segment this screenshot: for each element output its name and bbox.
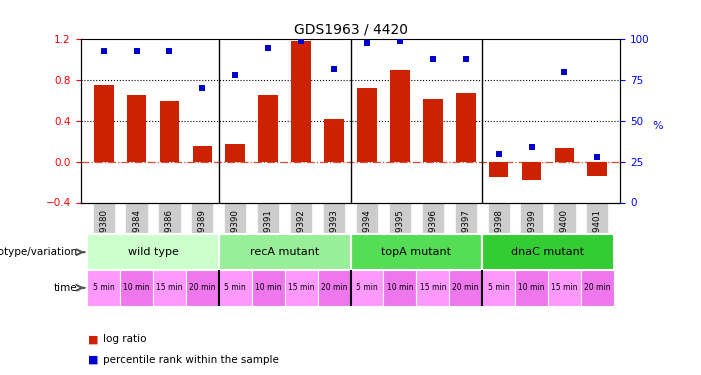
Bar	[423, 99, 442, 162]
Bar	[554, 148, 574, 162]
Text: log ratio: log ratio	[103, 334, 147, 344]
Bar	[87, 234, 219, 270]
Bar	[449, 270, 482, 306]
Point	[197, 86, 208, 92]
Bar	[489, 162, 508, 177]
Bar	[548, 270, 581, 306]
Bar	[390, 70, 410, 162]
Point	[559, 69, 570, 75]
Text: 5 min: 5 min	[224, 284, 246, 292]
Bar	[226, 144, 245, 162]
Text: wild type: wild type	[128, 247, 179, 257]
Point	[230, 72, 241, 78]
Text: 20 min: 20 min	[189, 284, 216, 292]
Text: 20 min: 20 min	[452, 284, 479, 292]
Bar	[350, 270, 383, 306]
Text: 15 min: 15 min	[156, 284, 183, 292]
Bar	[94, 85, 114, 162]
Text: 5 min: 5 min	[93, 284, 114, 292]
Point	[361, 40, 372, 46]
Bar	[252, 270, 285, 306]
Text: time: time	[53, 283, 77, 293]
Bar	[515, 270, 548, 306]
Bar	[127, 96, 147, 162]
Bar	[522, 162, 541, 180]
Text: recA mutant: recA mutant	[250, 247, 319, 257]
Text: 5 min: 5 min	[488, 284, 510, 292]
Text: 20 min: 20 min	[321, 284, 347, 292]
Bar	[456, 93, 475, 162]
Text: 20 min: 20 min	[584, 284, 611, 292]
Bar	[153, 270, 186, 306]
Bar	[219, 270, 252, 306]
Point	[526, 144, 537, 150]
Y-axis label: %: %	[653, 121, 663, 131]
Bar	[324, 119, 344, 162]
Point	[427, 56, 438, 62]
Bar	[482, 234, 614, 270]
Text: genotype/variation: genotype/variation	[0, 247, 77, 257]
Text: 15 min: 15 min	[551, 284, 578, 292]
Bar	[350, 234, 482, 270]
Bar	[87, 270, 120, 306]
Bar	[291, 41, 311, 162]
Point	[329, 66, 340, 72]
Text: ■: ■	[88, 355, 98, 365]
Bar	[120, 270, 153, 306]
Bar	[259, 96, 278, 162]
Text: ■: ■	[88, 334, 98, 344]
Point	[263, 45, 274, 51]
Bar	[482, 270, 515, 306]
Text: 15 min: 15 min	[288, 284, 314, 292]
Point	[164, 48, 175, 54]
Text: 5 min: 5 min	[356, 284, 378, 292]
Text: 10 min: 10 min	[387, 284, 413, 292]
Text: percentile rank within the sample: percentile rank within the sample	[103, 355, 279, 365]
Bar	[587, 162, 607, 176]
Bar	[581, 270, 614, 306]
Point	[460, 56, 471, 62]
Bar	[318, 270, 350, 306]
Bar	[219, 234, 350, 270]
Title: GDS1963 / 4420: GDS1963 / 4420	[294, 23, 407, 37]
Point	[493, 150, 504, 157]
Text: 10 min: 10 min	[123, 284, 150, 292]
Point	[296, 38, 307, 44]
Text: 10 min: 10 min	[255, 284, 282, 292]
Text: 10 min: 10 min	[518, 284, 545, 292]
Point	[131, 48, 142, 54]
Bar	[193, 146, 212, 162]
Bar	[285, 270, 318, 306]
Bar	[357, 88, 377, 162]
Text: topA mutant: topA mutant	[381, 247, 451, 257]
Text: dnaC mutant: dnaC mutant	[512, 247, 585, 257]
Bar	[186, 270, 219, 306]
Point	[592, 154, 603, 160]
Bar	[160, 100, 179, 162]
Point	[98, 48, 109, 54]
Text: 15 min: 15 min	[419, 284, 446, 292]
Bar	[383, 270, 416, 306]
Point	[394, 38, 405, 44]
Bar	[416, 270, 449, 306]
